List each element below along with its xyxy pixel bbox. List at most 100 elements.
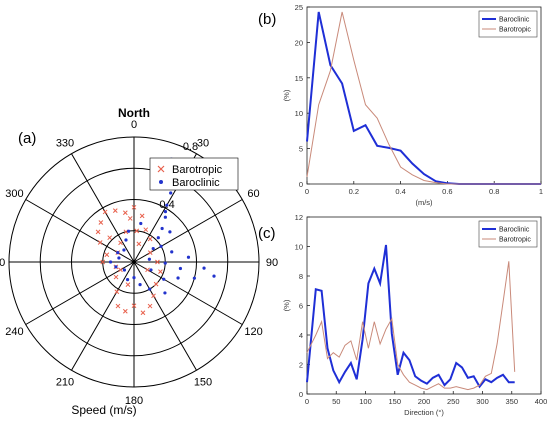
baroclinic-point [169, 191, 173, 195]
polar-spoke [71, 153, 135, 263]
x-tick-label: 50 [332, 397, 340, 406]
y-tick-label: 0 [299, 180, 303, 189]
x-tick-label: 200 [418, 397, 431, 406]
polar-chart-a: 03060901201501802102402703003300.40.60.8… [0, 106, 278, 417]
baroclinic-point [186, 255, 191, 259]
baroclinic-point [168, 230, 172, 234]
legend-label: Barotropic [172, 164, 223, 176]
baroclinic-point [149, 268, 153, 272]
y-tick-label: 6 [299, 302, 303, 311]
baroclinic-point [165, 203, 169, 207]
baroclinic-point [122, 248, 126, 252]
polar-legend-box [149, 157, 239, 191]
polar-spoke [25, 199, 135, 263]
panel-label-c: (c) [258, 225, 276, 242]
baroclinic-point [148, 287, 152, 291]
polar-title: North [118, 106, 150, 120]
polar-radius-label: 0.8 [183, 141, 198, 153]
barotropic-point [125, 282, 131, 287]
polar-angle-label: 0 [131, 119, 137, 131]
barotropic-point [118, 240, 123, 246]
y-tick-label: 25 [295, 3, 303, 12]
barotropic-point [97, 240, 103, 245]
baroclinic-point [138, 283, 142, 287]
barotropic-point [155, 259, 160, 265]
polar-spoke [25, 261, 135, 325]
x-tick-label: 250 [447, 397, 460, 406]
x-tick-label: 0.2 [349, 187, 359, 196]
barotropic-point [158, 269, 163, 274]
x-axis-label: Direction (°) [404, 408, 444, 417]
x-tick-label: 100 [359, 397, 372, 406]
line-chart-b: 0 0.2 0.4 0.6 0.8 10510152025(m/s)(%)Baroclin… [282, 3, 543, 207]
legend-label: Baroclinic [499, 17, 530, 24]
barotropic-point [136, 241, 142, 247]
barotropic-point [131, 204, 137, 210]
legend-label: Barotropic [499, 237, 531, 244]
barotropic-point [122, 210, 128, 216]
line-chart-c: 0 50 100 150 200 250 300 350 400 0 2 4 6 8 10 12 Directi… [282, 213, 547, 417]
legend-label: Barotropic [499, 27, 531, 34]
barotropic-point [107, 235, 113, 241]
barotropic-point [139, 213, 145, 219]
baroclinic-point [160, 226, 164, 231]
polar-angle-label: 120 [244, 326, 262, 338]
barotropic-point [147, 236, 153, 242]
polar-spoke [133, 261, 243, 325]
barotropic-point [143, 227, 149, 233]
barotropic-point [113, 274, 119, 280]
baroclinic-point [170, 250, 174, 254]
baroclinic-point [163, 210, 168, 214]
baroclinic-point [122, 268, 127, 272]
y-tick-label: 10 [295, 243, 303, 252]
y-tick-label: 10 [295, 109, 303, 118]
x-tick-label: 0 [305, 187, 309, 196]
polar-angle-label: 30 [197, 137, 209, 149]
y-tick-label: 12 [295, 213, 303, 222]
baroclinic-point [202, 266, 206, 270]
x-tick-label: 400 [535, 397, 548, 406]
barotropic-point [151, 293, 156, 299]
barotropic-point [102, 209, 108, 215]
x-tick-label: 150 [388, 397, 401, 406]
barotropic-point [147, 250, 153, 255]
x-tick-label: 0.8 [489, 187, 499, 196]
baroclinic-point [163, 215, 167, 219]
baroclinic-point [124, 238, 128, 242]
x-tick-label: 0.6 [442, 187, 452, 196]
y-tick-label: 5 [299, 145, 303, 154]
baroclinic-point [159, 244, 163, 248]
y-tick-label: 4 [299, 331, 303, 340]
polar-angle-label: 330 [56, 137, 74, 149]
baroclinic-point [178, 266, 183, 271]
baroclinic-point [151, 246, 155, 251]
series-line-baroclinic [306, 244, 515, 389]
panel-label-b: (b) [258, 11, 276, 28]
barotropic-point [145, 267, 150, 273]
panel-label-a: (a) [18, 130, 36, 147]
polar-angle-label: 300 [5, 188, 23, 200]
y-axis-label: (%) [282, 89, 291, 101]
polar-angle-label: 90 [266, 257, 278, 269]
baroclinic-point [147, 257, 151, 261]
baroclinic-point [117, 256, 121, 260]
baroclinic-point [176, 276, 180, 280]
legend-label: Baroclinic [172, 177, 220, 189]
baroclinic-point [132, 276, 136, 280]
polar-spoke [133, 261, 197, 371]
legend-marker-barotropic [157, 165, 165, 173]
barotropic-point [98, 220, 104, 225]
baroclinic-point [163, 291, 167, 295]
x-tick-label: 1 [539, 187, 543, 196]
x-axis-label: (m/s) [415, 198, 433, 207]
baroclinic-point [192, 276, 196, 280]
barotropic-point [127, 216, 133, 221]
polar-xlabel: Speed (m/s) [71, 403, 136, 417]
polar-angle-label: 210 [56, 377, 74, 389]
series-line-barotropic [306, 261, 516, 391]
x-tick-label: 350 [505, 397, 518, 406]
barotropic-point [112, 208, 118, 213]
polar-angle-label: 240 [5, 326, 23, 338]
legend-label: Baroclinic [499, 227, 530, 234]
